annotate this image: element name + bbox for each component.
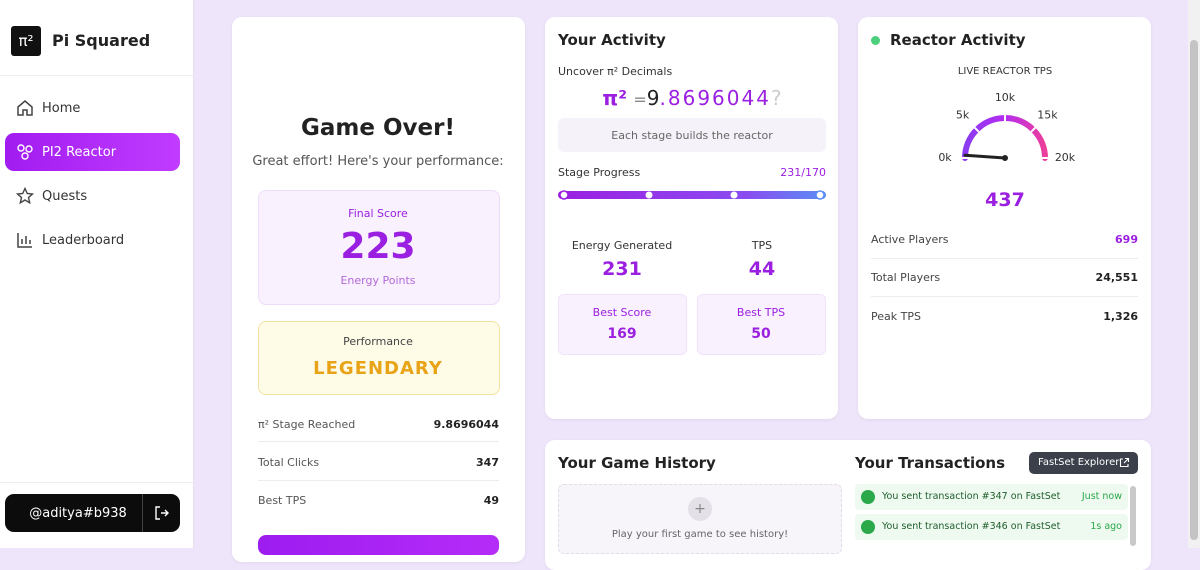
reactor-card (858, 17, 1151, 419)
username: @aditya#b938 (29, 506, 127, 521)
logout-icon[interactable] (154, 505, 170, 521)
transaction-icon (861, 520, 875, 534)
gauge-label: LIVE REACTOR TPS (957, 66, 1053, 77)
user-box[interactable] (5, 494, 180, 532)
final-score: 223 (340, 226, 416, 267)
activity-title: Your Activity (558, 31, 666, 49)
nav-quests[interactable]: Quests (42, 189, 88, 204)
stat-value: 347 (476, 456, 499, 469)
external-icon (1119, 457, 1130, 468)
reactor-stat-label: Peak TPS (871, 310, 921, 323)
performance-label: Performance (343, 335, 413, 348)
energy-label: Energy Generated (571, 239, 673, 252)
gauge: 0k 5k 10k 15k 20k (938, 91, 1076, 164)
explorer-button[interactable] (1029, 452, 1138, 474)
inner-scrollbar[interactable] (1130, 486, 1136, 546)
pi-equals: = (633, 90, 647, 109)
gauge-tick-label: 5k (956, 109, 970, 122)
history-title: Your Game History (558, 454, 716, 472)
gauge-hub (1002, 155, 1008, 161)
logo: π² (11, 26, 41, 56)
leaderboard-icon (17, 233, 32, 248)
best-tps-box (697, 294, 826, 355)
sidebar: π² Pi Squared Home PI2 Reactor Quests Le… (0, 0, 194, 548)
brand: Pi Squared (52, 31, 151, 50)
gauge-tick (973, 126, 980, 133)
nav-active[interactable] (5, 133, 180, 171)
performance-box (258, 321, 500, 395)
nav-reactor[interactable]: PI2 Reactor (42, 145, 117, 160)
final-score-unit: Energy Points (340, 274, 416, 287)
stat-label: Best TPS (258, 494, 307, 507)
history-empty: Play your first game to see history! (611, 529, 789, 540)
gauge-tick-label: 0k (938, 151, 952, 164)
hint-box (558, 118, 826, 152)
best-score: 169 (607, 326, 637, 342)
stat-label: Total Clicks (258, 456, 320, 469)
transaction-row (855, 514, 1128, 540)
transaction-time: Just now (1081, 491, 1122, 502)
tps-label: TPS (751, 239, 773, 252)
play-button[interactable] (258, 535, 499, 555)
best-tps: 50 (751, 326, 771, 342)
pi-display: π² =9.8696044? (602, 88, 781, 108)
reactor-stat-value: 1,326 (1103, 310, 1138, 323)
pi-unknown: ? (770, 86, 782, 110)
pi-integer: 9 (646, 86, 660, 110)
reactor-stat-value: 699 (1115, 233, 1138, 246)
tps: 44 (748, 258, 776, 280)
transaction-text: You sent transaction #346 on FastSet (882, 521, 1061, 532)
transactions-title: Your Transactions (855, 454, 1006, 472)
transaction-time: 1s ago (1090, 521, 1122, 532)
quests-icon (16, 187, 34, 205)
gauge-tick-label: 20k (1055, 151, 1076, 164)
game-over-subtitle: Great effort! Here's your performance: (252, 154, 504, 169)
game-over-title: Game Over! (301, 115, 455, 141)
performance: LEGENDARY (313, 358, 443, 379)
home-icon (17, 100, 33, 116)
nav-home[interactable]: Home (42, 101, 81, 116)
reactor-icon (17, 144, 33, 160)
transaction-row (855, 484, 1128, 510)
stat-label: π² Stage Reached (258, 418, 356, 431)
pi-decimals: .8696044 (659, 86, 771, 110)
gauge-tick-label: 15k (1037, 109, 1058, 122)
nav-leaderboard[interactable]: Leaderboard (42, 233, 125, 248)
reactor-stat-value: 24,551 (1095, 271, 1138, 284)
hint: Each stage builds the reactor (611, 129, 773, 142)
live-dot (871, 36, 880, 45)
best-score-label: Best Score (592, 306, 652, 319)
reactor-stat-label: Total Players (871, 271, 941, 284)
best-tps-label: Best TPS (736, 306, 786, 319)
progress-label: Stage Progress (558, 166, 641, 179)
gauge-tick-label: 10k (995, 91, 1016, 104)
final-score-label: Final Score (348, 207, 408, 220)
best-score-box (558, 294, 687, 355)
stat-value: 49 (483, 494, 499, 507)
transaction-icon (861, 490, 875, 504)
gauge-arc (962, 115, 1048, 161)
gauge-needle (963, 153, 1007, 160)
pi-symbol: π² (602, 86, 628, 110)
progress-value: 231/170 (780, 166, 826, 179)
add-icon: + (688, 497, 712, 521)
reactor-stat-label: Active Players (871, 233, 949, 246)
stat-value: 9.8696044 (433, 418, 499, 431)
energy: 231 (602, 258, 642, 280)
page-scroll-thumb[interactable] (1190, 40, 1198, 540)
reactor-title: Reactor Activity (890, 31, 1026, 49)
explorer-label: FastSet Explorer (1038, 457, 1120, 468)
decimals-label: Uncover π² Decimals (558, 65, 673, 78)
transaction-text: You sent transaction #347 on FastSet (882, 491, 1061, 502)
gauge-value: 437 (985, 189, 1025, 211)
final-score-box (258, 190, 500, 305)
progress-bar (558, 190, 826, 200)
gauge-tick (1030, 126, 1037, 133)
